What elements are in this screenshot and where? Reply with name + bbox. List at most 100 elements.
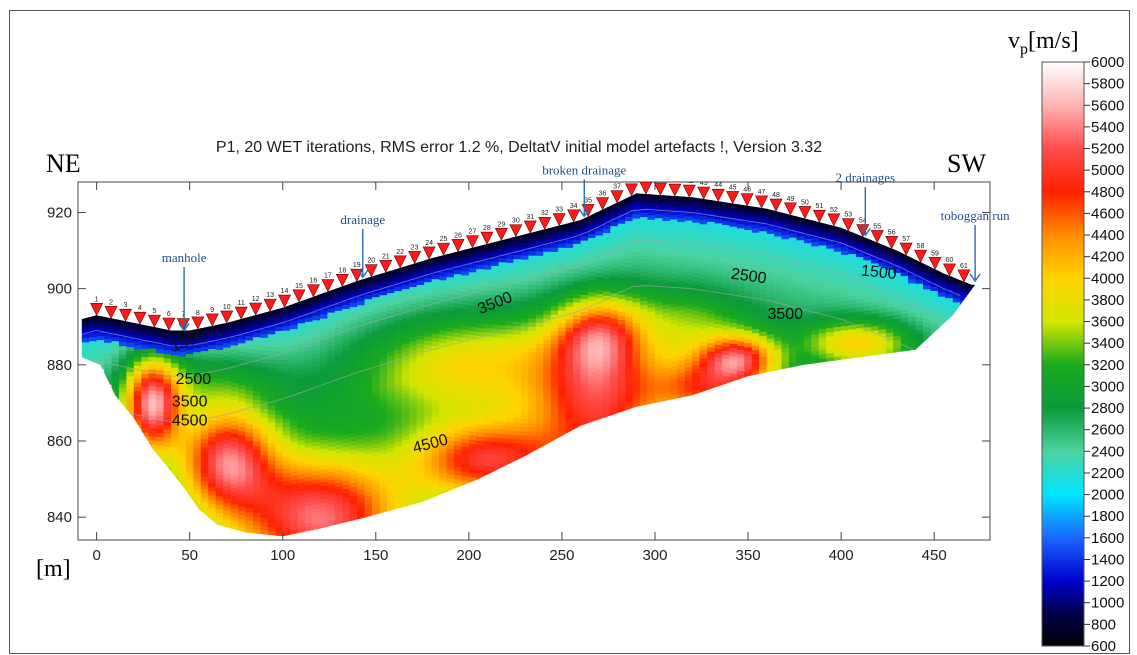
velocity-cell xyxy=(312,340,321,346)
velocity-cell xyxy=(669,218,679,224)
velocity-cell xyxy=(364,411,373,417)
velocity-cell xyxy=(543,230,552,235)
velocity-cell xyxy=(394,273,403,279)
velocity-cell xyxy=(342,341,351,347)
velocity-cell xyxy=(282,367,291,373)
velocity-cell xyxy=(245,385,254,391)
velocity-cell xyxy=(513,346,522,352)
velocity-cell xyxy=(312,474,321,480)
velocity-cell xyxy=(290,370,299,376)
velocity-cell xyxy=(528,347,537,352)
velocity-cell xyxy=(617,319,626,325)
velocity-cell xyxy=(342,408,351,414)
velocity-cell xyxy=(171,333,180,339)
velocity-cell xyxy=(774,315,783,321)
velocity-cell xyxy=(669,235,679,241)
velocity-cell xyxy=(751,206,760,212)
velocity-cell xyxy=(483,252,492,258)
velocity-cell xyxy=(684,295,693,301)
velocity-cell xyxy=(543,368,552,374)
velocity-cell xyxy=(424,356,433,362)
velocity-cell xyxy=(357,333,366,339)
velocity-cell xyxy=(751,244,760,250)
velocity-cell xyxy=(625,362,634,368)
velocity-cell xyxy=(334,293,343,299)
velocity-cell xyxy=(416,451,425,457)
velocity-cell xyxy=(468,351,478,357)
velocity-cell xyxy=(565,234,574,240)
velocity-cell xyxy=(476,377,485,383)
velocity-cell xyxy=(573,222,582,228)
velocity-cell xyxy=(260,425,269,430)
velocity-cell xyxy=(275,388,284,394)
velocity-cell xyxy=(669,319,679,325)
velocity-cell xyxy=(476,272,485,278)
velocity-cell xyxy=(774,256,783,262)
velocity-cell xyxy=(454,424,463,430)
velocity-cell xyxy=(543,284,552,290)
velocity-cell xyxy=(766,295,775,301)
velocity-cell xyxy=(468,279,478,285)
velocity-cell xyxy=(528,250,537,256)
velocity-cell xyxy=(535,347,545,353)
velocity-cell xyxy=(468,384,478,390)
velocity-cell xyxy=(297,460,306,466)
velocity-cell xyxy=(818,340,827,346)
velocity-cell xyxy=(81,316,90,322)
velocity-cell xyxy=(312,323,321,329)
velocity-cell xyxy=(558,259,567,265)
velocity-cell xyxy=(476,264,485,270)
velocity-cell xyxy=(543,297,552,302)
velocity-cell xyxy=(602,303,612,309)
velocity-cell xyxy=(297,343,306,349)
velocity-cell xyxy=(178,393,187,399)
velocity-cell xyxy=(766,358,775,364)
velocity-cell xyxy=(461,274,470,280)
velocity-cell xyxy=(342,471,351,477)
velocity-cell xyxy=(647,344,656,350)
velocity-cell xyxy=(431,316,440,322)
velocity-cell xyxy=(230,378,239,384)
velocity-cell xyxy=(588,362,597,368)
velocity-cell xyxy=(789,236,798,242)
velocity-cell xyxy=(327,416,336,422)
velocity-cell xyxy=(446,360,455,366)
velocity-cell xyxy=(521,317,530,323)
velocity-cell xyxy=(826,222,835,228)
velocity-cell xyxy=(186,457,195,463)
velocity-cell xyxy=(751,357,760,363)
velocity-cell xyxy=(684,261,693,267)
velocity-cell xyxy=(312,499,321,505)
velocity-cell xyxy=(104,325,113,331)
velocity-cell xyxy=(476,398,485,404)
velocity-cell xyxy=(662,396,671,401)
velocity-cell xyxy=(312,516,321,522)
velocity-cell xyxy=(327,437,336,443)
velocity-cell xyxy=(364,327,373,333)
velocity-cell xyxy=(439,346,448,352)
velocity-cell xyxy=(617,302,626,308)
velocity-cell xyxy=(387,480,396,486)
velocity-cell xyxy=(699,378,708,384)
velocity-cell xyxy=(446,330,455,336)
velocity-cell xyxy=(424,482,433,488)
velocity-cell xyxy=(238,484,247,490)
velocity-cell xyxy=(707,225,716,231)
velocity-cell xyxy=(327,299,336,305)
velocity-cell xyxy=(200,509,209,515)
velocity-cell xyxy=(669,273,679,278)
velocity-cell xyxy=(789,295,798,301)
velocity-cell xyxy=(439,334,448,339)
velocity-cell xyxy=(424,331,433,337)
velocity-cell xyxy=(558,293,567,299)
velocity-cell xyxy=(766,266,775,272)
velocity-cell xyxy=(297,515,306,521)
velocity-cell xyxy=(669,344,679,350)
velocity-cell xyxy=(253,503,262,509)
velocity-cell xyxy=(811,337,820,343)
velocity-cell xyxy=(379,461,388,467)
velocity-cell xyxy=(655,305,664,311)
velocity-cell xyxy=(722,253,731,259)
velocity-cell xyxy=(267,517,276,523)
velocity-cell xyxy=(297,393,306,399)
